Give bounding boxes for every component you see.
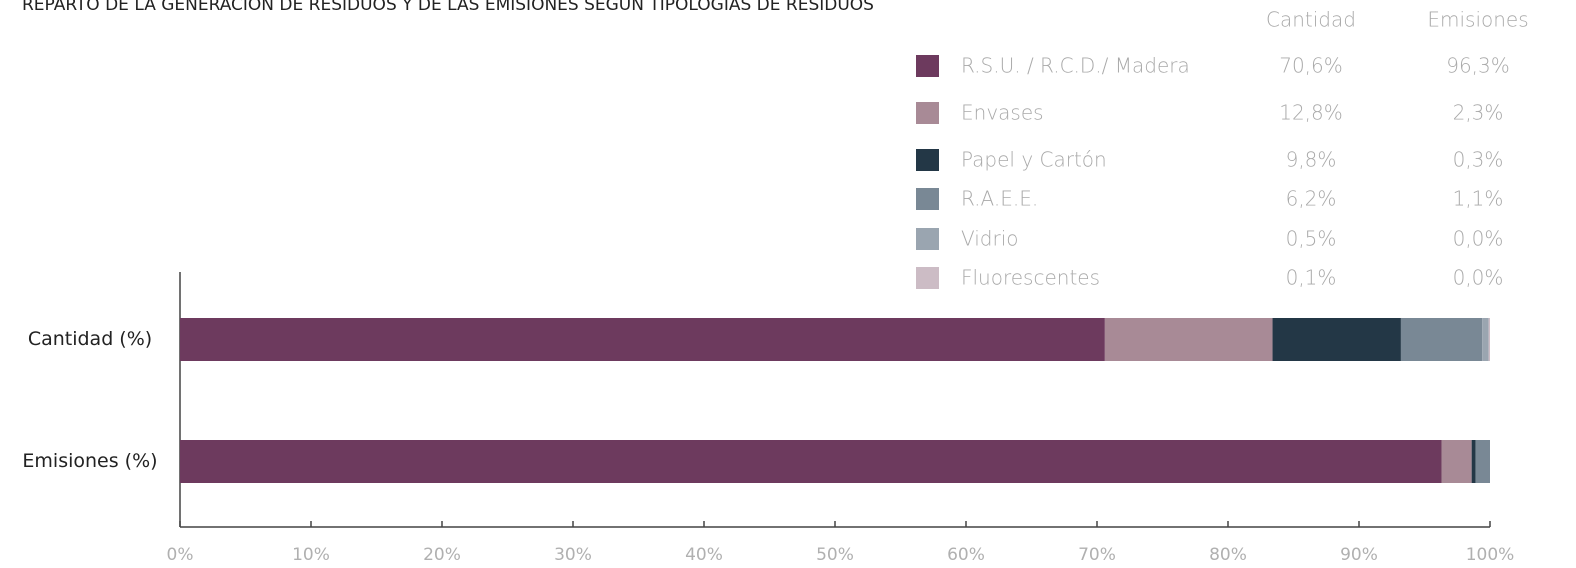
legend-value: 96,3% <box>1446 54 1510 78</box>
legend-swatch <box>916 188 939 210</box>
legend-label: Fluorescentes <box>961 266 1100 290</box>
x-tick-label: 20% <box>423 545 461 565</box>
legend-column-header: Cantidad <box>1266 8 1356 32</box>
bar-segment <box>180 440 1442 483</box>
bar-segment <box>1400 318 1483 361</box>
x-tick-label: 80% <box>1209 545 1247 565</box>
legend-label: Envases <box>961 101 1044 125</box>
y-tick-label: Cantidad (%) <box>28 328 152 350</box>
legend-swatch <box>916 102 939 124</box>
legend-label: Papel y Cartón <box>961 148 1107 172</box>
y-tick-label: Emisiones (%) <box>22 450 157 472</box>
x-tick-label: 40% <box>685 545 723 565</box>
legend-value: 2,3% <box>1453 101 1504 125</box>
x-tick-label: 70% <box>1078 545 1116 565</box>
bar-segment <box>1441 440 1472 483</box>
legend-swatch <box>916 267 939 289</box>
legend-swatch <box>916 149 939 171</box>
legend-value: 0,0% <box>1453 266 1504 290</box>
legend-value: 0,5% <box>1286 227 1337 251</box>
legend-value: 0,3% <box>1453 148 1504 172</box>
x-tick-label: 30% <box>554 545 592 565</box>
legend-value: 6,2% <box>1286 187 1337 211</box>
legend-value: 70,6% <box>1279 54 1343 78</box>
bar-segment <box>1272 318 1401 361</box>
legend-label: Vidrio <box>961 227 1019 251</box>
bar-segment <box>180 318 1105 361</box>
chart-title: REPARTO DE LA GENERACIÓN DE RESIDUOS Y D… <box>22 0 874 15</box>
legend-swatch <box>916 228 939 250</box>
bar-segment <box>1104 318 1273 361</box>
bar-segment <box>1488 318 1490 361</box>
x-tick-label: 60% <box>947 545 985 565</box>
bar-segment <box>1482 318 1489 361</box>
legend-column-header: Emisiones <box>1427 8 1528 32</box>
x-tick-label: 0% <box>167 545 194 565</box>
legend-value: 1,1% <box>1453 187 1504 211</box>
x-tick-label: 50% <box>816 545 854 565</box>
x-tick-label: 10% <box>292 545 330 565</box>
legend-value: 9,8% <box>1286 148 1337 172</box>
x-tick-label: 90% <box>1340 545 1378 565</box>
x-tick-label: 100% <box>1466 545 1515 565</box>
bar-segment <box>1475 440 1490 483</box>
legend-value: 0,0% <box>1453 227 1504 251</box>
legend-swatch <box>916 55 939 77</box>
legend-label: R.S.U. / R.C.D./ Madera <box>961 54 1190 78</box>
legend-value: 0,1% <box>1286 266 1337 290</box>
legend-value: 12,8% <box>1279 101 1343 125</box>
bar-segment <box>1471 440 1476 483</box>
legend-label: R.A.E.E. <box>961 187 1038 211</box>
